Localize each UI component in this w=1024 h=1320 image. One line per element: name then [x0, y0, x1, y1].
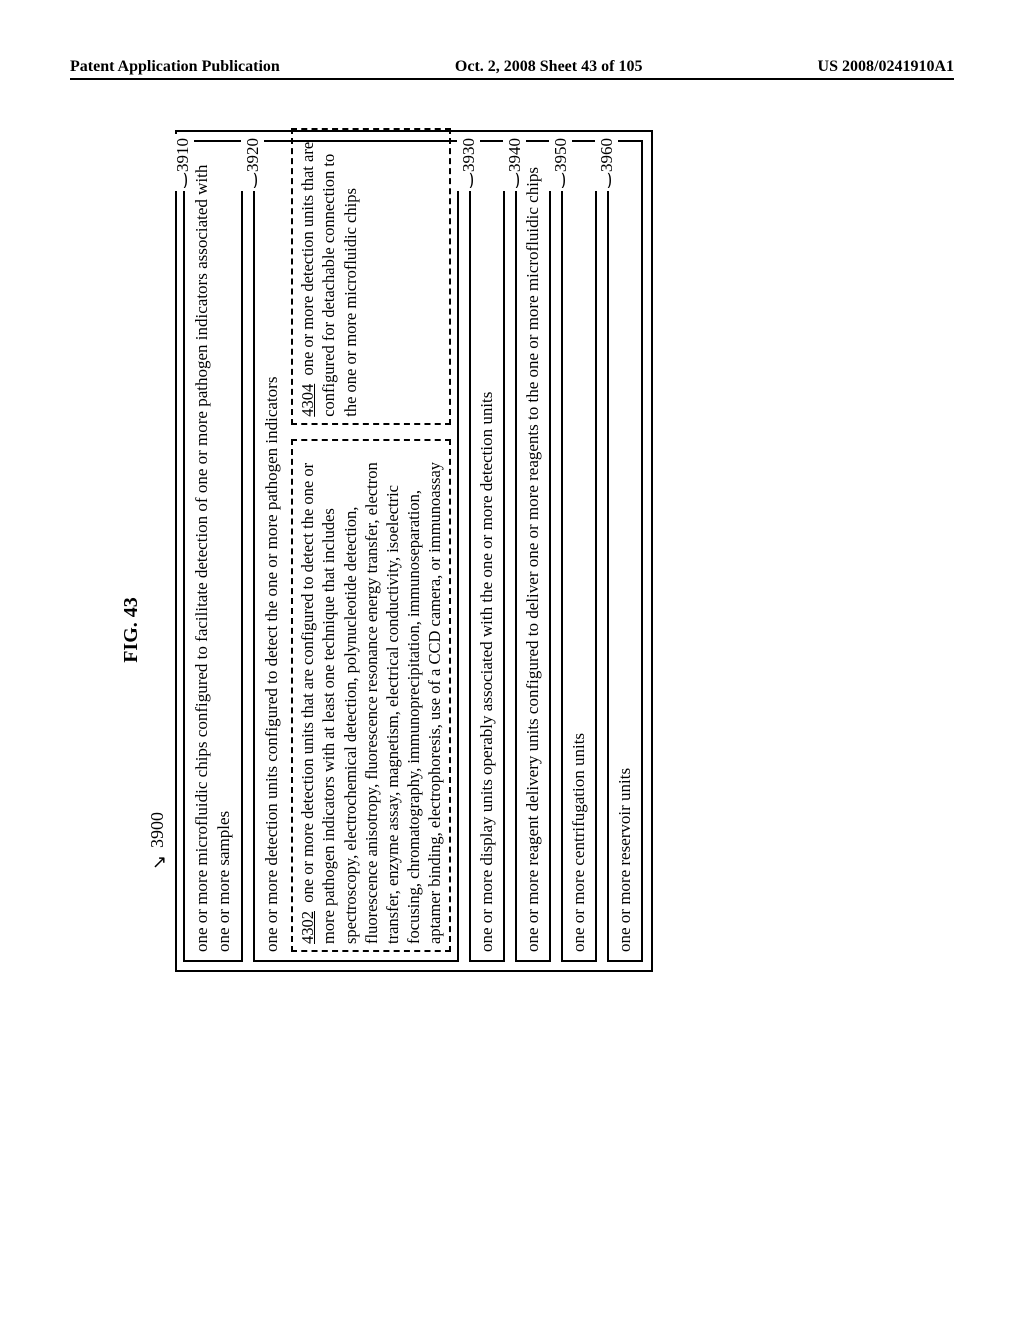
- curve-icon: ⌣: [551, 171, 574, 189]
- ref-3920: 3920: [243, 138, 262, 172]
- header-left: Patent Application Publication: [70, 58, 280, 76]
- figure-title: FIG. 43: [120, 280, 143, 980]
- label-3920: ⌣3920: [241, 134, 264, 191]
- box-4302: 4302 one or more detection units that ar…: [291, 439, 451, 952]
- page-header: Patent Application Publication Oct. 2, 2…: [70, 58, 954, 80]
- ref-3910: 3910: [173, 138, 192, 172]
- label-3940: ⌣3940: [503, 134, 526, 191]
- curve-icon: ⌣: [173, 171, 196, 189]
- header-center: Oct. 2, 2008 Sheet 43 of 105: [455, 58, 643, 76]
- text-3910: one or more microfluidic chips configure…: [191, 150, 235, 952]
- box-3950: ⌣3950 one or more centrifugation units: [561, 140, 597, 962]
- label-3960: ⌣3960: [595, 134, 618, 191]
- text-3950: one or more centrifugation units: [569, 150, 589, 952]
- outer-system-box: ⌣3910 one or more microfluidic chips con…: [175, 130, 653, 972]
- label-3950: ⌣3950: [549, 134, 572, 191]
- figure-top-ref: ↘ 3900: [149, 280, 175, 980]
- curve-icon: ⌣: [505, 171, 528, 189]
- ref-3900: 3900: [147, 812, 168, 848]
- box-3920: ⌣3920 one or more detection units config…: [253, 140, 459, 962]
- box-3960: ⌣3960 one or more reservoir units: [607, 140, 643, 962]
- ref-4302: 4302: [298, 911, 317, 944]
- text-3960: one or more reservoir units: [615, 150, 635, 952]
- ref-3950: 3950: [551, 138, 570, 172]
- figure-diagram: FIG. 43 ↘ 3900 ⌣3910 one or more microfl…: [120, 280, 980, 980]
- header-right: US 2008/0241910A1: [818, 58, 954, 76]
- ref-4304: 4304: [298, 384, 317, 417]
- curve-icon: ⌣: [597, 171, 620, 189]
- text-3930: one or more display units operably assoc…: [477, 150, 497, 952]
- label-3930: ⌣3930: [457, 134, 480, 191]
- text-3940: one or more reagent delivery units confi…: [523, 150, 543, 952]
- box-3930: ⌣3930 one or more display units operably…: [469, 140, 505, 962]
- curve-icon: ⌣: [459, 171, 482, 189]
- curve-icon: ⌣: [243, 171, 266, 189]
- box-4304: 4304 one or more detection units that ar…: [291, 128, 451, 425]
- label-3910: ⌣3910: [171, 134, 194, 191]
- box-3910: ⌣3910 one or more microfluidic chips con…: [183, 140, 243, 962]
- ref-3960: 3960: [597, 138, 616, 172]
- text-4302: one or more detection units that are con…: [298, 462, 444, 944]
- text-3920: one or more detection units configured t…: [261, 150, 283, 952]
- arrow-icon: ↘: [149, 855, 170, 870]
- ref-3940: 3940: [505, 138, 524, 172]
- dashed-row: 4302 one or more detection units that ar…: [291, 150, 451, 952]
- box-3940: ⌣3940 one or more reagent delivery units…: [515, 140, 551, 962]
- ref-3930: 3930: [459, 138, 478, 172]
- text-4304: one or more detection units that are con…: [298, 142, 359, 417]
